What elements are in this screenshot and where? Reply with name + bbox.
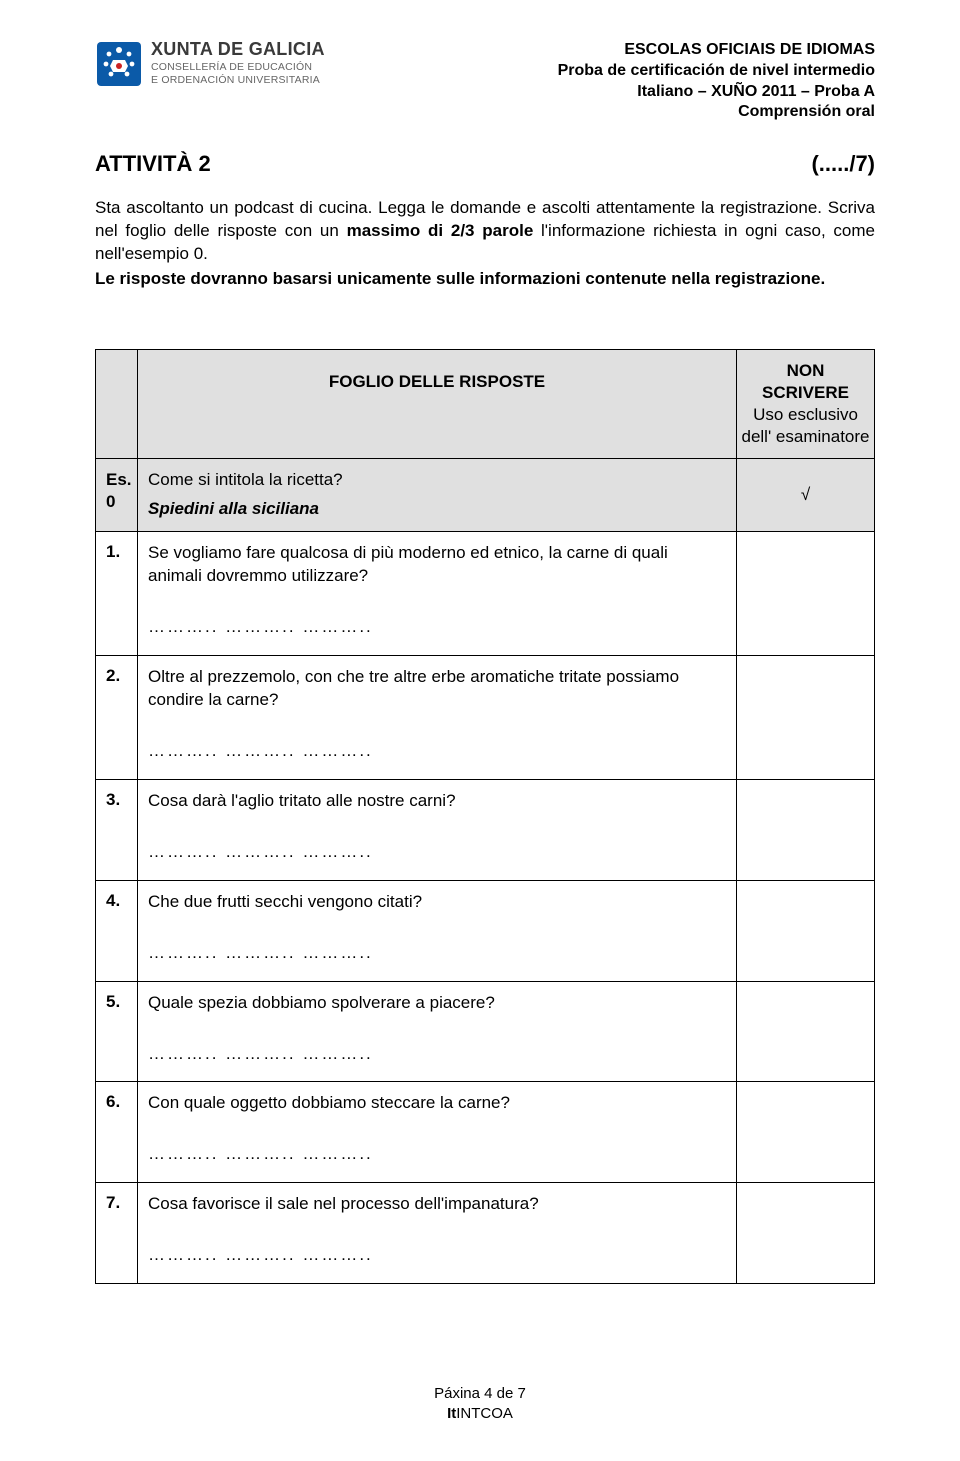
- table-row: 1.Se vogliamo fare qualcosa di più moder…: [96, 532, 875, 656]
- table-row: 6. Con quale oggetto dobbiamo steccare la…: [96, 1082, 875, 1183]
- answer-table: FOGLIO DELLE RISPOSTE NON SCRIVERE Uso e…: [95, 349, 875, 1284]
- footer: Páxina 4 de 7 ItINTCOA: [0, 1384, 960, 1423]
- question-cell: Oltre al prezzemolo, con che tre altre e…: [138, 656, 737, 780]
- examiner-cell: [737, 981, 875, 1082]
- example-row: Es. 0 Come si intitola la ricetta? Spied…: [96, 459, 875, 532]
- question-text: Quale spezia dobbiamo spolverare a piace…: [148, 992, 726, 1015]
- score-slot: (...../7): [811, 151, 875, 177]
- question-text: Oltre al prezzemolo, con che tre altre e…: [148, 666, 726, 712]
- examiner-cell: [737, 1082, 875, 1183]
- org-title: XUNTA DE GALICIA: [151, 40, 325, 60]
- xunta-logo-icon: [95, 40, 143, 88]
- question-text: Se vogliamo fare qualcosa di più moderno…: [148, 542, 726, 588]
- question-cell: Cosa darà l'aglio tritato alle nostre ca…: [138, 779, 737, 880]
- footer-code: ItINTCOA: [0, 1404, 960, 1424]
- question-text: Che due frutti secchi vengono citati?: [148, 891, 726, 914]
- header-blank-cell: [96, 349, 138, 458]
- question-cell: Che due frutti secchi vengono citati? …………: [138, 880, 737, 981]
- ex-label-l1: Es.: [106, 469, 127, 490]
- instructions-p2: Le risposte dovranno basarsi unicamente …: [95, 268, 875, 291]
- question-number: 3.: [96, 779, 138, 880]
- footer-code-bold: It: [447, 1405, 456, 1422]
- question-text: Cosa darà l'aglio tritato alle nostre ca…: [148, 790, 726, 813]
- question-text: Cosa favorisce il sale nel processo dell…: [148, 1193, 726, 1216]
- table-row: 7. Cosa favorisce il sale nel processo de…: [96, 1183, 875, 1284]
- org-sub1: CONSELLERÍA DE EDUCACIÓN: [151, 62, 325, 74]
- examiner-cell: [737, 1183, 875, 1284]
- table-header-note: NON SCRIVERE Uso esclusivo dell' esamina…: [737, 349, 875, 458]
- question-cell: Con quale oggetto dobbiamo steccare la c…: [138, 1082, 737, 1183]
- header-row: XUNTA DE GALICIA CONSELLERÍA DE EDUCACIÓ…: [95, 40, 875, 123]
- answer-blank[interactable]: ……….. ……….. ………..: [148, 1244, 726, 1267]
- question-number: 4.: [96, 880, 138, 981]
- question-number: 7.: [96, 1183, 138, 1284]
- table-header-row: FOGLIO DELLE RISPOSTE NON SCRIVERE Uso e…: [96, 349, 875, 458]
- table-header-title: FOGLIO DELLE RISPOSTE: [138, 349, 737, 458]
- org-sub2: E ORDENACIÓN UNIVERSITARIA: [151, 75, 325, 87]
- example-answer: Spiedini alla siciliana: [148, 498, 726, 521]
- answer-blank[interactable]: ……….. ……….. ………..: [148, 1043, 726, 1066]
- example-question-cell: Come si intitola la ricetta? Spiedini al…: [138, 459, 737, 532]
- header-right: ESCOLAS OFICIAIS DE IDIOMAS Proba de cer…: [325, 40, 875, 123]
- activity-title: ATTIVITÀ 2: [95, 151, 211, 177]
- table-row: 2.Oltre al prezzemolo, con che tre altre…: [96, 656, 875, 780]
- page: XUNTA DE GALICIA CONSELLERÍA DE EDUCACIÓ…: [0, 0, 960, 1461]
- ex-label-l2: 0: [106, 491, 127, 512]
- header-line2: Proba de certificación de nivel intermed…: [325, 61, 875, 82]
- question-number: 5.: [96, 981, 138, 1082]
- logo-block: XUNTA DE GALICIA CONSELLERÍA DE EDUCACIÓ…: [95, 40, 325, 88]
- hdr-note-l1: NON SCRIVERE: [741, 360, 870, 404]
- question-text: Con quale oggetto dobbiamo steccare la c…: [148, 1092, 726, 1115]
- header-line3: Italiano – XUÑO 2011 – Proba A: [325, 82, 875, 103]
- answer-blank[interactable]: ……….. ……….. ………..: [148, 740, 726, 763]
- footer-code-rest: INTCOA: [456, 1405, 513, 1422]
- question-number: 1.: [96, 532, 138, 656]
- examiner-cell: [737, 779, 875, 880]
- example-label: Es. 0: [96, 459, 138, 532]
- table-row: 5. Quale spezia dobbiamo spolverare a pia…: [96, 981, 875, 1082]
- example-question: Come si intitola la ricetta?: [148, 469, 726, 492]
- examiner-cell: [737, 656, 875, 780]
- hdr-note-l2: Uso esclusivo: [741, 404, 870, 426]
- question-number: 2.: [96, 656, 138, 780]
- answer-blank[interactable]: ……….. ……….. ………..: [148, 616, 726, 639]
- instr-p1b: massimo di 2/3 parole: [347, 221, 534, 240]
- instructions: Sta ascoltanto un podcast di cucina. Leg…: [95, 197, 875, 291]
- answer-blank[interactable]: ……….. ……….. ………..: [148, 942, 726, 965]
- header-line1: ESCOLAS OFICIAIS DE IDIOMAS: [325, 40, 875, 61]
- question-cell: Quale spezia dobbiamo spolverare a piace…: [138, 981, 737, 1082]
- logo-text: XUNTA DE GALICIA CONSELLERÍA DE EDUCACIÓ…: [151, 40, 325, 87]
- question-cell: Se vogliamo fare qualcosa di più moderno…: [138, 532, 737, 656]
- table-row: 4. Che due frutti secchi vengono citati? ……: [96, 880, 875, 981]
- examiner-cell: [737, 532, 875, 656]
- instructions-p1: Sta ascoltanto un podcast di cucina. Leg…: [95, 197, 875, 266]
- hdr-note-l3: dell' esaminatore: [741, 426, 870, 448]
- question-cell: Cosa favorisce il sale nel processo dell…: [138, 1183, 737, 1284]
- question-number: 6.: [96, 1082, 138, 1183]
- table-row: 3. Cosa darà l'aglio tritato alle nostre …: [96, 779, 875, 880]
- examiner-cell: [737, 880, 875, 981]
- title-row: ATTIVITÀ 2 (...../7): [95, 151, 875, 177]
- answer-blank[interactable]: ……….. ……….. ………..: [148, 1143, 726, 1166]
- example-mark: √: [737, 459, 875, 532]
- header-line4: Comprensión oral: [325, 102, 875, 123]
- footer-page: Páxina 4 de 7: [0, 1384, 960, 1404]
- answer-blank[interactable]: ……….. ……….. ………..: [148, 841, 726, 864]
